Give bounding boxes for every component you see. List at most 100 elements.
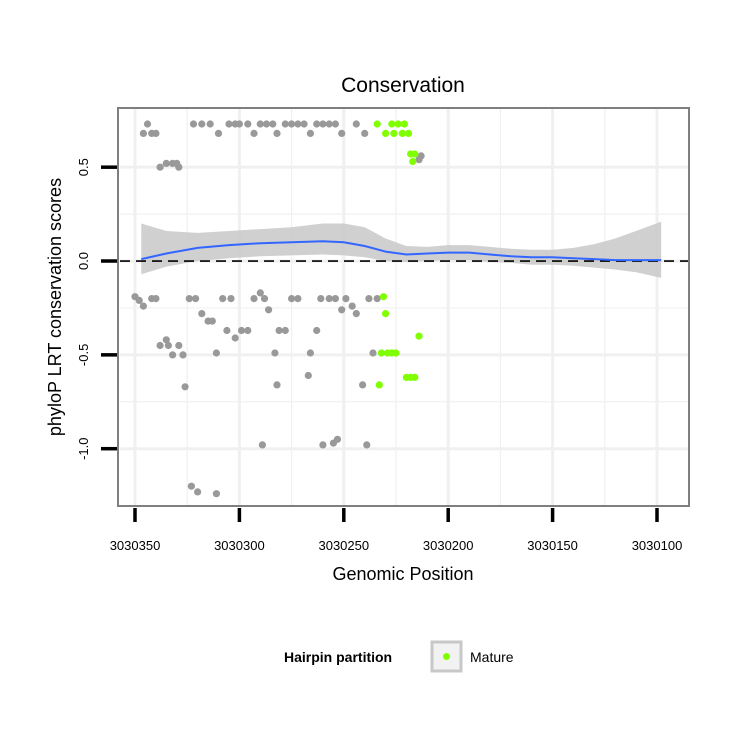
point-other <box>260 295 269 303</box>
point-other <box>175 341 183 350</box>
point-other <box>225 120 233 128</box>
point-other <box>212 490 220 498</box>
point-other <box>152 295 160 303</box>
point-other <box>281 326 289 335</box>
point-other <box>206 120 214 128</box>
smooth-line <box>141 240 662 262</box>
point-mature <box>398 129 406 137</box>
point-other <box>185 295 193 303</box>
point-other <box>273 381 281 389</box>
point-other <box>288 120 296 128</box>
point-other <box>352 120 360 128</box>
point-other <box>227 295 235 303</box>
point-other <box>363 441 371 449</box>
point-other <box>300 120 308 128</box>
point-other <box>281 120 289 128</box>
y-tick-label: -1.0 <box>76 437 91 459</box>
grid-lines <box>120 109 688 505</box>
point-other <box>313 326 321 335</box>
point-mature <box>382 129 390 137</box>
point-other <box>325 295 333 303</box>
panel-background <box>120 109 688 505</box>
point-other <box>288 295 296 303</box>
point-other <box>271 349 279 357</box>
x-tick-label: 3030350 <box>110 538 161 553</box>
point-other <box>194 488 202 496</box>
x-tick-label: 3030200 <box>423 538 474 553</box>
point-other <box>365 295 373 303</box>
point-mature <box>388 120 396 128</box>
point-other <box>162 159 170 167</box>
y-tick-label: 0.0 <box>76 252 91 270</box>
point-mature <box>379 293 388 301</box>
legend: Hairpin partition Mature <box>284 640 514 673</box>
point-other <box>250 129 258 137</box>
point-mature <box>390 129 398 137</box>
data-points <box>131 120 425 498</box>
point-other <box>265 306 273 314</box>
confidence-ribbon-group <box>141 221 662 278</box>
point-mature <box>411 373 419 381</box>
point-other <box>198 310 206 318</box>
point-other <box>352 310 360 318</box>
point-other <box>212 349 220 357</box>
point-other <box>306 129 314 137</box>
x-tick-label: 3030100 <box>632 538 683 553</box>
legend-label-mature: Mature <box>470 649 514 665</box>
point-other <box>156 341 164 350</box>
point-other <box>348 302 356 310</box>
point-other <box>143 120 152 128</box>
point-other <box>342 295 350 303</box>
point-other <box>244 120 252 128</box>
point-other <box>231 334 239 342</box>
confidence-ribbon <box>141 221 662 278</box>
point-mature <box>409 157 417 166</box>
point-other <box>198 120 206 128</box>
point-other <box>156 163 164 171</box>
point-other <box>152 129 160 137</box>
y-tick-label: -0.5 <box>76 344 91 366</box>
point-other <box>319 120 327 128</box>
point-other <box>275 326 283 335</box>
point-other <box>175 163 183 171</box>
x-axis-title: Genomic Position <box>332 564 473 584</box>
point-other <box>325 120 333 128</box>
point-other <box>313 120 321 128</box>
x-axis: 3030350 3030300 3030250 3030200 3030150 30301… <box>110 508 683 553</box>
point-other <box>331 295 339 303</box>
point-mature <box>392 349 400 357</box>
legend-key-mature-point <box>443 653 450 660</box>
point-other <box>338 306 346 314</box>
point-other <box>237 326 246 335</box>
point-other <box>169 351 177 359</box>
point-mature <box>411 150 419 158</box>
point-other <box>273 129 281 137</box>
point-mature <box>382 310 390 318</box>
point-other <box>214 129 223 137</box>
point-other <box>258 441 266 449</box>
point-other <box>373 295 381 303</box>
point-other <box>306 349 314 357</box>
point-other <box>256 120 264 128</box>
x-tick-label: 3030150 <box>527 538 578 553</box>
point-mature <box>415 332 423 340</box>
point-other <box>164 341 172 350</box>
point-other <box>331 120 339 128</box>
point-other <box>208 317 216 325</box>
point-other <box>139 129 147 137</box>
point-other <box>294 120 302 128</box>
smooth-line-group <box>141 240 662 262</box>
point-other <box>139 302 147 310</box>
point-other <box>189 120 198 128</box>
point-other <box>338 129 346 137</box>
point-other <box>269 120 277 128</box>
point-other <box>219 295 227 303</box>
point-other <box>135 296 143 304</box>
point-other <box>317 295 325 303</box>
chart-title: Conservation <box>341 74 465 97</box>
point-mature <box>375 381 383 389</box>
point-other <box>256 289 264 297</box>
x-tick-label: 3030250 <box>318 538 369 553</box>
point-other <box>179 351 187 359</box>
